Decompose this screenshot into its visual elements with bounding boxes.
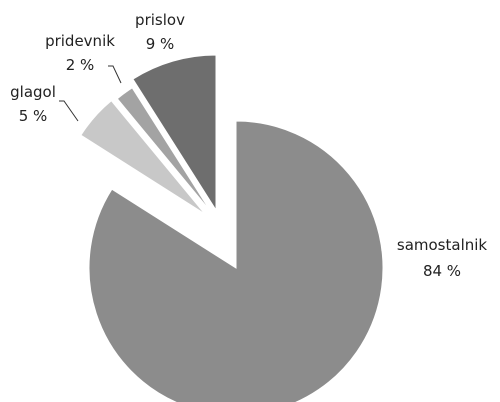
slice-label-glagol: glagol — [10, 83, 56, 101]
slice-value-pridevnik: 2 % — [66, 56, 95, 74]
pie-slice-pridevnik — [116, 87, 212, 213]
leader-line-glagol — [59, 100, 79, 122]
slice-label-pridevnik: pridevnik — [45, 32, 115, 50]
leader-line-pridevnik — [108, 65, 122, 84]
pie-slice-samostalnik — [88, 120, 384, 402]
slice-value-prislov: 9 % — [146, 35, 175, 53]
pie-slice-glagol — [80, 100, 206, 215]
pie-slice-prislov — [132, 54, 217, 212]
slice-value-samostalnik: 84 % — [423, 262, 461, 280]
slice-value-glagol: 5 % — [19, 107, 48, 125]
slice-label-prislov: prislov — [135, 11, 185, 29]
slice-label-samostalnik: samostalnik — [397, 236, 488, 254]
